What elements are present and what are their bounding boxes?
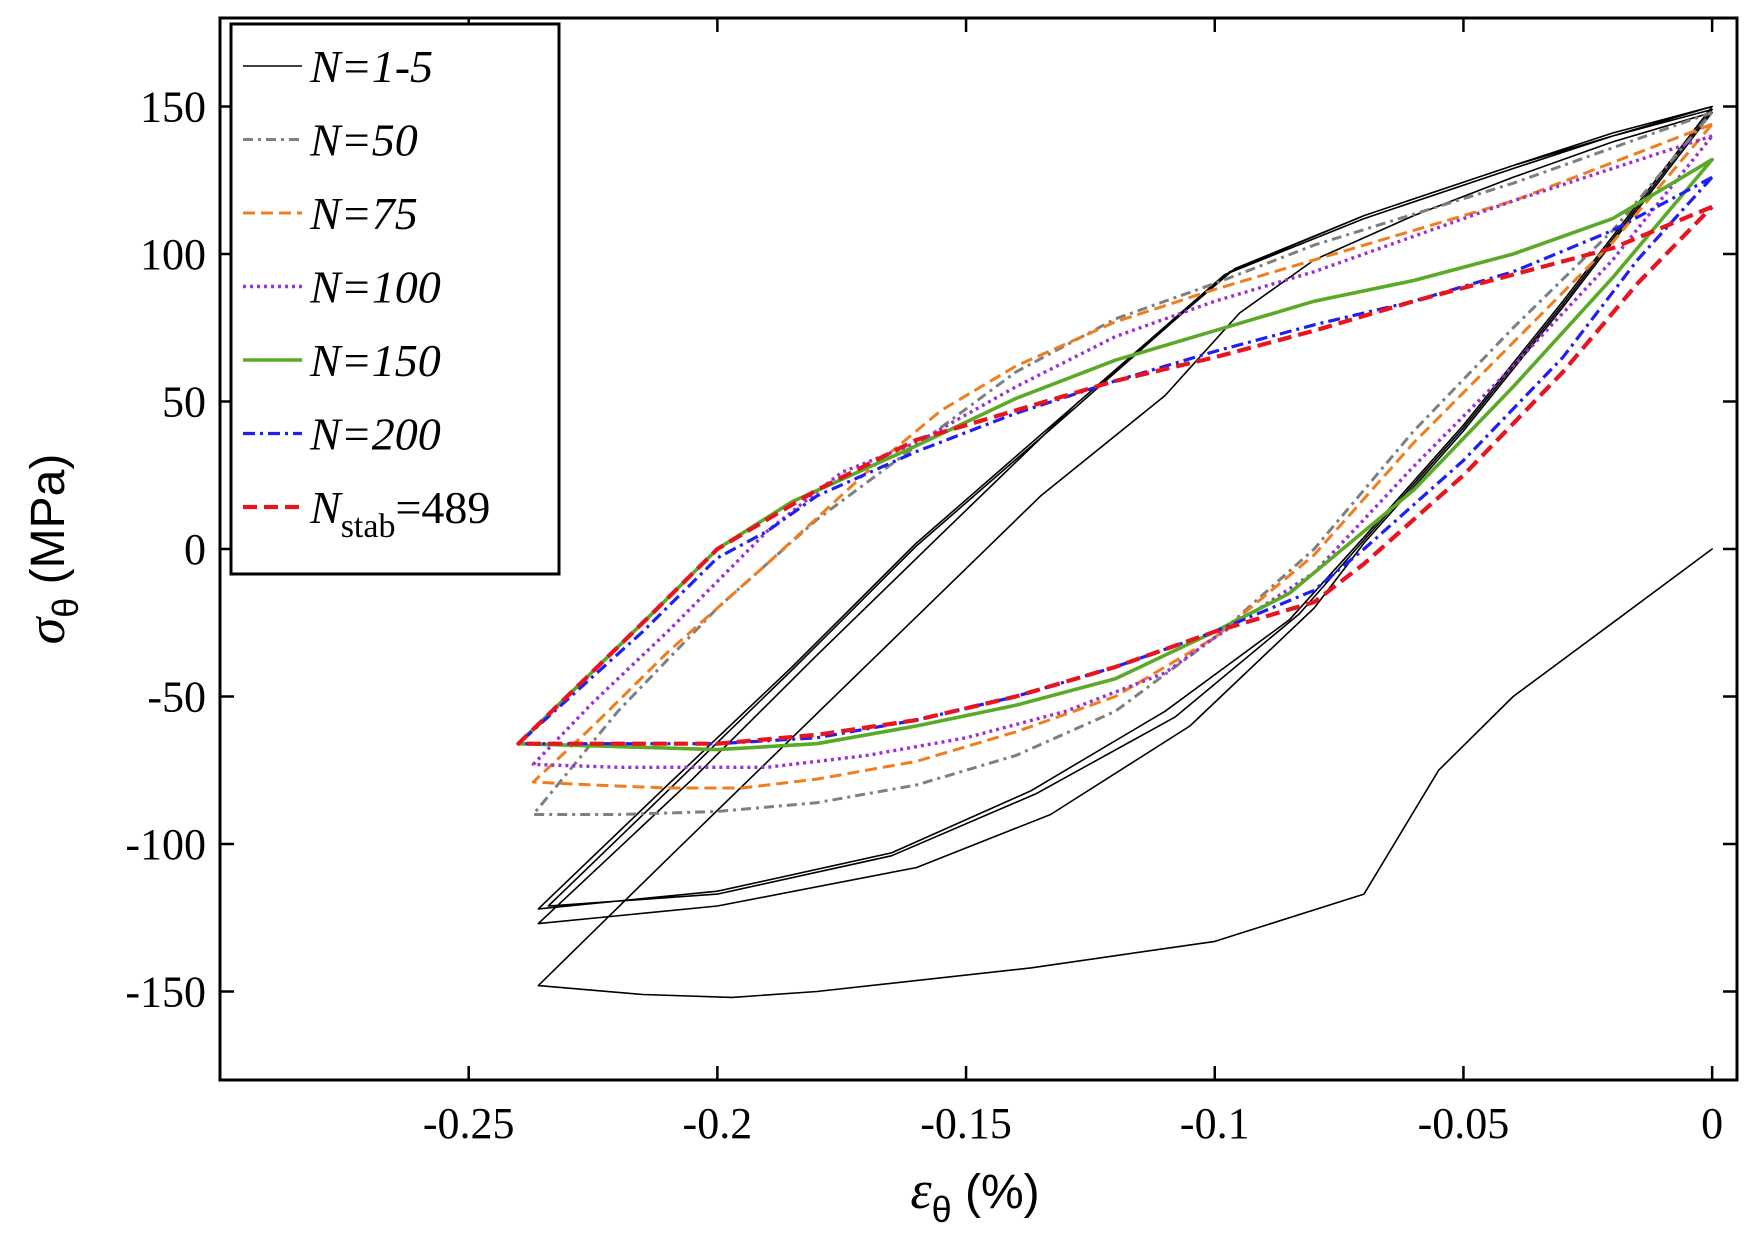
legend-label-main: N [309, 335, 343, 386]
y-tick-label: -150 [125, 968, 206, 1017]
legend-label-6: Nstab=489 [309, 482, 490, 545]
legend-label-main: N [309, 41, 343, 92]
legend-label-rest: =1-5 [341, 41, 433, 92]
legend-label-rest: =489 [395, 482, 490, 533]
legend-label-sub: stab [341, 508, 396, 545]
x-axis-subscript: θ [932, 1189, 952, 1230]
legend-label-5: N=200 [309, 409, 441, 460]
legend-label-rest: =150 [341, 335, 441, 386]
legend-label-rest: =75 [341, 188, 418, 239]
legend-label-0: N=1-5 [309, 41, 433, 92]
series-line-2 [531, 122, 1714, 790]
legend-label-main: N [309, 409, 343, 460]
series-line-0 [537, 105, 1713, 999]
series-layer [516, 105, 1714, 999]
legend-label-4: N=150 [309, 335, 441, 386]
x-axis-symbol: ε [910, 1160, 932, 1220]
legend-label-2: N=75 [309, 188, 418, 239]
legend-label-rest: =50 [341, 115, 418, 166]
legend-label-main: N [309, 262, 343, 313]
x-axis-unit: (%) [952, 1166, 1040, 1219]
y-axis-unit: (MPa) [22, 454, 75, 598]
y-axis-title: σθ (MPa) [16, 454, 86, 645]
x-axis-title: εθ (%) [910, 1160, 1039, 1230]
legend-label-rest: =200 [341, 409, 441, 460]
y-axis-subscript: θ [45, 598, 86, 618]
legend-label-rest: =100 [341, 262, 441, 313]
x-tick-label: -0.1 [1180, 1099, 1250, 1148]
y-tick-label: -100 [125, 820, 206, 869]
legend-label-main: N [309, 188, 343, 239]
y-tick-label: 150 [140, 83, 206, 132]
y-tick-label: 0 [184, 525, 206, 574]
x-tick-label: 0 [1701, 1099, 1723, 1148]
x-tick-label: -0.15 [920, 1099, 1012, 1148]
y-tick-label: 100 [140, 230, 206, 279]
x-tick-label: -0.2 [683, 1099, 753, 1148]
legend-label-3: N=100 [309, 262, 441, 313]
x-tick-label: -0.05 [1418, 1099, 1510, 1148]
series-line-1 [531, 110, 1714, 816]
legend-label-main: N [309, 115, 343, 166]
x-tick-label: -0.25 [423, 1099, 515, 1148]
y-tick-label: -50 [147, 673, 206, 722]
legend-label-main: N [309, 482, 343, 533]
ticks-layer: -0.25 -0.2 -0.15 -0.1 -0.05 0 -150 -100 -50 0 50 10… [125, 18, 1737, 1148]
y-axis-symbol: σ [16, 615, 76, 644]
legend-label-1: N=50 [309, 115, 418, 166]
legend-box [229, 22, 561, 576]
y-tick-label: 50 [162, 378, 206, 427]
